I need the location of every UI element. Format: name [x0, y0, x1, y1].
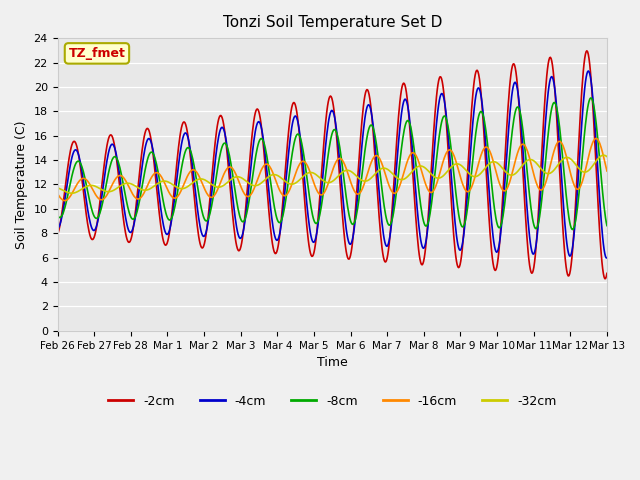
-32cm	[247, 181, 255, 187]
-4cm	[246, 170, 254, 176]
-16cm	[268, 167, 276, 173]
Line: -4cm: -4cm	[58, 71, 607, 258]
-2cm	[54, 232, 61, 238]
-16cm	[603, 168, 611, 174]
-32cm	[390, 172, 397, 178]
-8cm	[246, 191, 254, 196]
-2cm	[267, 230, 275, 236]
Line: -8cm: -8cm	[58, 98, 607, 229]
-2cm	[583, 48, 591, 54]
-2cm	[420, 259, 428, 264]
-2cm	[389, 197, 397, 203]
-4cm	[118, 190, 126, 196]
-8cm	[219, 142, 227, 147]
-8cm	[603, 223, 611, 228]
-8cm	[420, 218, 428, 224]
-2cm	[219, 118, 227, 124]
-8cm	[118, 175, 126, 180]
-4cm	[54, 226, 61, 231]
-8cm	[569, 227, 577, 232]
-16cm	[390, 190, 397, 196]
-2cm	[118, 204, 126, 210]
-4cm	[420, 245, 428, 251]
-4cm	[389, 209, 397, 215]
-4cm	[603, 255, 611, 261]
-32cm	[119, 181, 127, 187]
Title: Tonzi Soil Temperature Set D: Tonzi Soil Temperature Set D	[223, 15, 442, 30]
-32cm	[420, 165, 428, 170]
-2cm	[603, 270, 611, 276]
Line: -32cm: -32cm	[58, 155, 607, 193]
-32cm	[268, 172, 276, 178]
Legend: -2cm, -4cm, -8cm, -16cm, -32cm: -2cm, -4cm, -8cm, -16cm, -32cm	[103, 390, 561, 413]
-8cm	[267, 182, 275, 188]
X-axis label: Time: Time	[317, 356, 348, 369]
-2cm	[601, 276, 609, 282]
-8cm	[588, 95, 595, 101]
-16cm	[247, 192, 255, 197]
-32cm	[603, 154, 611, 159]
-2cm	[246, 152, 254, 157]
-16cm	[119, 174, 127, 180]
-8cm	[389, 214, 397, 220]
-16cm	[54, 191, 61, 197]
Line: -2cm: -2cm	[58, 51, 607, 279]
-32cm	[600, 152, 607, 158]
-16cm	[593, 136, 600, 142]
-32cm	[220, 182, 228, 188]
-4cm	[219, 125, 227, 131]
-4cm	[584, 68, 592, 74]
Text: TZ_fmet: TZ_fmet	[68, 47, 125, 60]
-16cm	[61, 198, 68, 204]
-16cm	[420, 177, 428, 183]
Y-axis label: Soil Temperature (C): Soil Temperature (C)	[15, 120, 28, 249]
-32cm	[68, 191, 76, 196]
-16cm	[220, 172, 228, 178]
Line: -16cm: -16cm	[58, 139, 607, 201]
-32cm	[54, 185, 61, 191]
-8cm	[54, 213, 61, 218]
-4cm	[267, 209, 275, 215]
